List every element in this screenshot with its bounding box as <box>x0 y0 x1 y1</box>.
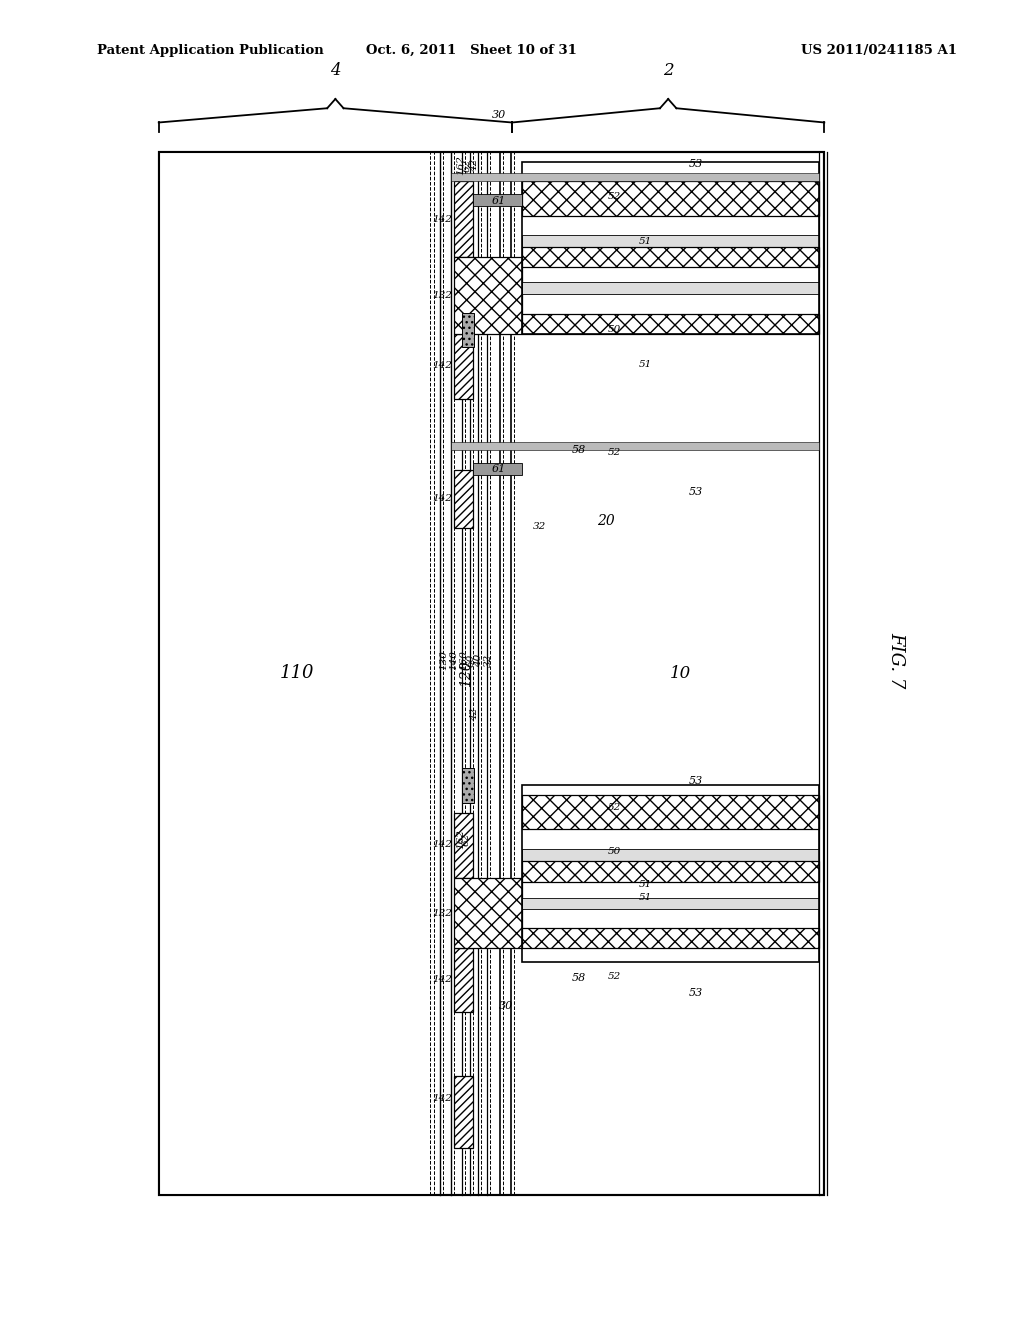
Text: 10: 10 <box>671 665 691 681</box>
Bar <box>454 470 473 528</box>
Bar <box>451 173 819 181</box>
Bar <box>522 235 819 247</box>
Bar <box>522 162 819 334</box>
Text: 52: 52 <box>608 449 621 457</box>
Text: 140: 140 <box>450 649 458 671</box>
Bar <box>159 152 824 1195</box>
Text: FIG. 7: FIG. 7 <box>887 632 905 688</box>
Text: 62: 62 <box>462 833 470 846</box>
Text: 50: 50 <box>608 847 621 855</box>
Bar <box>522 314 819 334</box>
Text: 42: 42 <box>470 158 478 172</box>
Text: 142: 142 <box>432 975 453 983</box>
Bar <box>454 1076 473 1148</box>
Bar <box>159 152 824 1195</box>
Text: 51: 51 <box>639 880 651 888</box>
Bar <box>522 282 819 294</box>
Bar <box>454 813 473 878</box>
Text: Oct. 6, 2011   Sheet 10 of 31: Oct. 6, 2011 Sheet 10 of 31 <box>366 44 577 57</box>
Bar <box>522 849 819 861</box>
Bar <box>473 463 522 475</box>
Text: 61: 61 <box>492 195 506 206</box>
Bar <box>454 948 473 1012</box>
Text: 50: 50 <box>608 326 621 334</box>
Text: 160: 160 <box>460 649 468 671</box>
Bar <box>522 928 819 948</box>
Text: 58: 58 <box>571 973 586 983</box>
Text: 60: 60 <box>467 653 475 667</box>
Text: 142: 142 <box>432 1094 453 1102</box>
Bar <box>522 181 819 216</box>
Text: 52: 52 <box>608 193 621 201</box>
Bar <box>159 152 430 1195</box>
Text: 53: 53 <box>689 776 703 787</box>
Bar <box>462 313 474 347</box>
Text: Patent Application Publication: Patent Application Publication <box>97 44 324 57</box>
Text: 4: 4 <box>330 62 341 79</box>
Bar <box>454 334 473 399</box>
Bar <box>454 878 522 948</box>
Text: 53: 53 <box>689 987 703 998</box>
Text: 51: 51 <box>639 238 651 246</box>
Bar <box>522 898 819 909</box>
Text: 142: 142 <box>432 215 453 223</box>
Bar <box>522 795 819 829</box>
Text: 110: 110 <box>280 664 314 682</box>
Text: 20: 20 <box>597 515 615 528</box>
Bar <box>454 257 522 334</box>
Text: 53: 53 <box>689 158 703 169</box>
Text: 53: 53 <box>689 487 703 498</box>
Text: 30: 30 <box>492 110 506 120</box>
Text: 142: 142 <box>432 362 453 370</box>
Text: 58: 58 <box>571 445 586 455</box>
Text: 120: 120 <box>459 660 473 686</box>
Bar <box>473 194 522 206</box>
Text: 51: 51 <box>639 360 651 368</box>
Text: 142: 142 <box>432 495 453 503</box>
Bar <box>454 181 473 257</box>
Text: 162: 162 <box>457 829 465 850</box>
Text: 32: 32 <box>534 523 546 531</box>
Text: 40: 40 <box>474 653 482 667</box>
Text: 51: 51 <box>639 894 651 902</box>
Bar <box>522 785 819 962</box>
Text: 62: 62 <box>463 158 471 172</box>
Bar <box>522 861 819 882</box>
Bar <box>451 442 819 450</box>
Text: 142: 142 <box>432 841 453 849</box>
Bar <box>522 247 819 267</box>
Bar <box>462 768 474 803</box>
Text: 42: 42 <box>470 708 478 721</box>
Text: 2: 2 <box>663 62 674 79</box>
Text: 52: 52 <box>608 973 621 981</box>
Text: 162: 162 <box>457 154 465 176</box>
Text: 132: 132 <box>432 292 453 300</box>
Text: 32: 32 <box>484 653 493 667</box>
Text: 52: 52 <box>608 804 621 812</box>
Text: US 2011/0241185 A1: US 2011/0241185 A1 <box>802 44 957 57</box>
Text: 130: 130 <box>439 649 447 671</box>
Text: 61: 61 <box>492 463 506 474</box>
Text: 30: 30 <box>499 1001 513 1011</box>
Text: 132: 132 <box>432 909 453 917</box>
